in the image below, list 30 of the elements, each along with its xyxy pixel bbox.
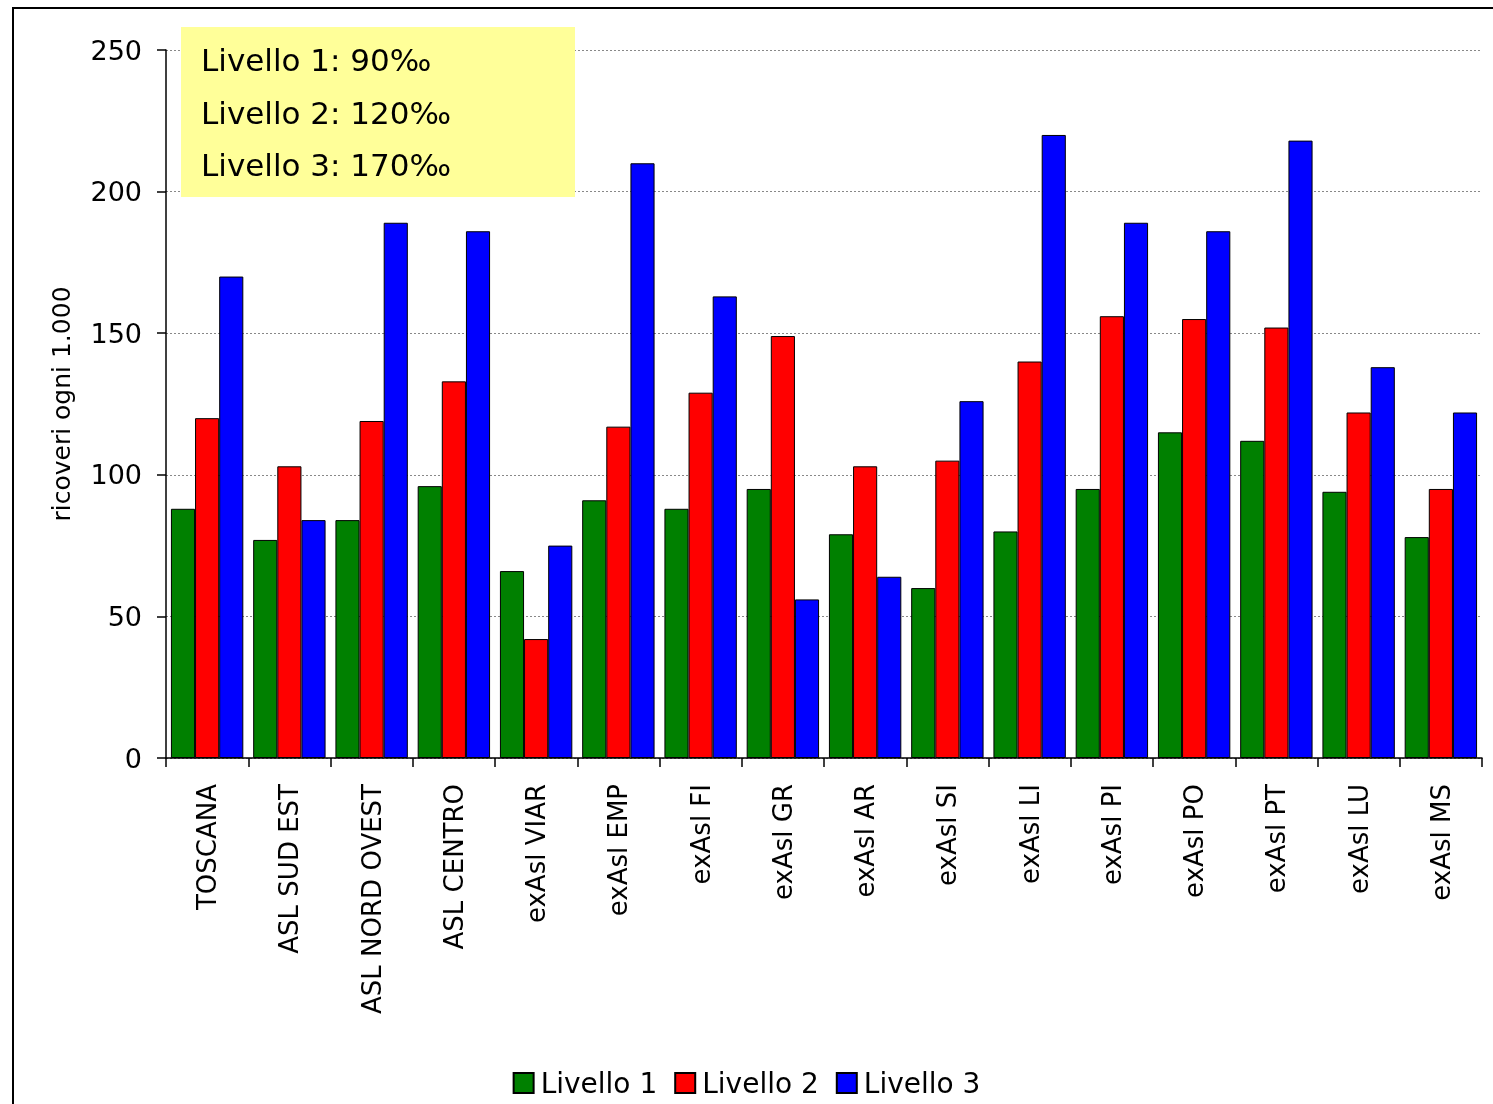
x-tick-label: exAsl PT: [1261, 783, 1292, 894]
y-tick-label: 100: [90, 459, 142, 491]
legend-label: Livello 3: [863, 1066, 981, 1100]
x-tick-label: exAsl SI: [932, 784, 963, 886]
x-tick-label: TOSCANA: [192, 783, 223, 912]
annotation: Livello 1: 90‰: [201, 41, 433, 80]
x-tick-label: exAsl LU: [1343, 784, 1374, 894]
y-tick-label: 200: [90, 176, 142, 208]
y-axis-title: ricoveri ogni 1.000: [47, 286, 76, 522]
legend-label: Livello 1: [540, 1066, 658, 1100]
x-tick-label: exAsl EMP: [603, 784, 634, 917]
annotation: Livello 2: 120‰: [201, 93, 453, 133]
x-tick-label: exAsl PO: [1179, 784, 1210, 898]
y-tick-label: 250: [90, 34, 142, 66]
legend-label: Livello 2: [702, 1066, 819, 1100]
x-tick-label: exAsl LI: [1014, 784, 1045, 884]
x-tick-label: ASL SUD EST: [274, 783, 305, 954]
x-tick-label: exAsl PI: [1096, 784, 1127, 886]
x-tick-label: exAsl MS: [1425, 784, 1456, 901]
x-tick-label: exAsl GR: [767, 784, 798, 900]
y-tick-label: 150: [90, 317, 142, 349]
annotation: Livello 3: 170‰: [201, 146, 453, 185]
x-tick-label: ASL NORD OVEST: [356, 783, 387, 1014]
x-tick-label: exAsl VIAR: [521, 784, 552, 924]
note-box: Livello 1: 90‰ Livello 2: 120‰ Livello 3: 170‰: [181, 27, 575, 197]
x-tick-label: exAsl FI: [685, 784, 716, 885]
x-tick-label: ASL CENTRO: [438, 784, 469, 950]
y-tick-label: 0: [124, 742, 142, 774]
x-tick-label: exAsl AR: [850, 784, 881, 898]
y-tick-label: 50: [107, 600, 142, 632]
